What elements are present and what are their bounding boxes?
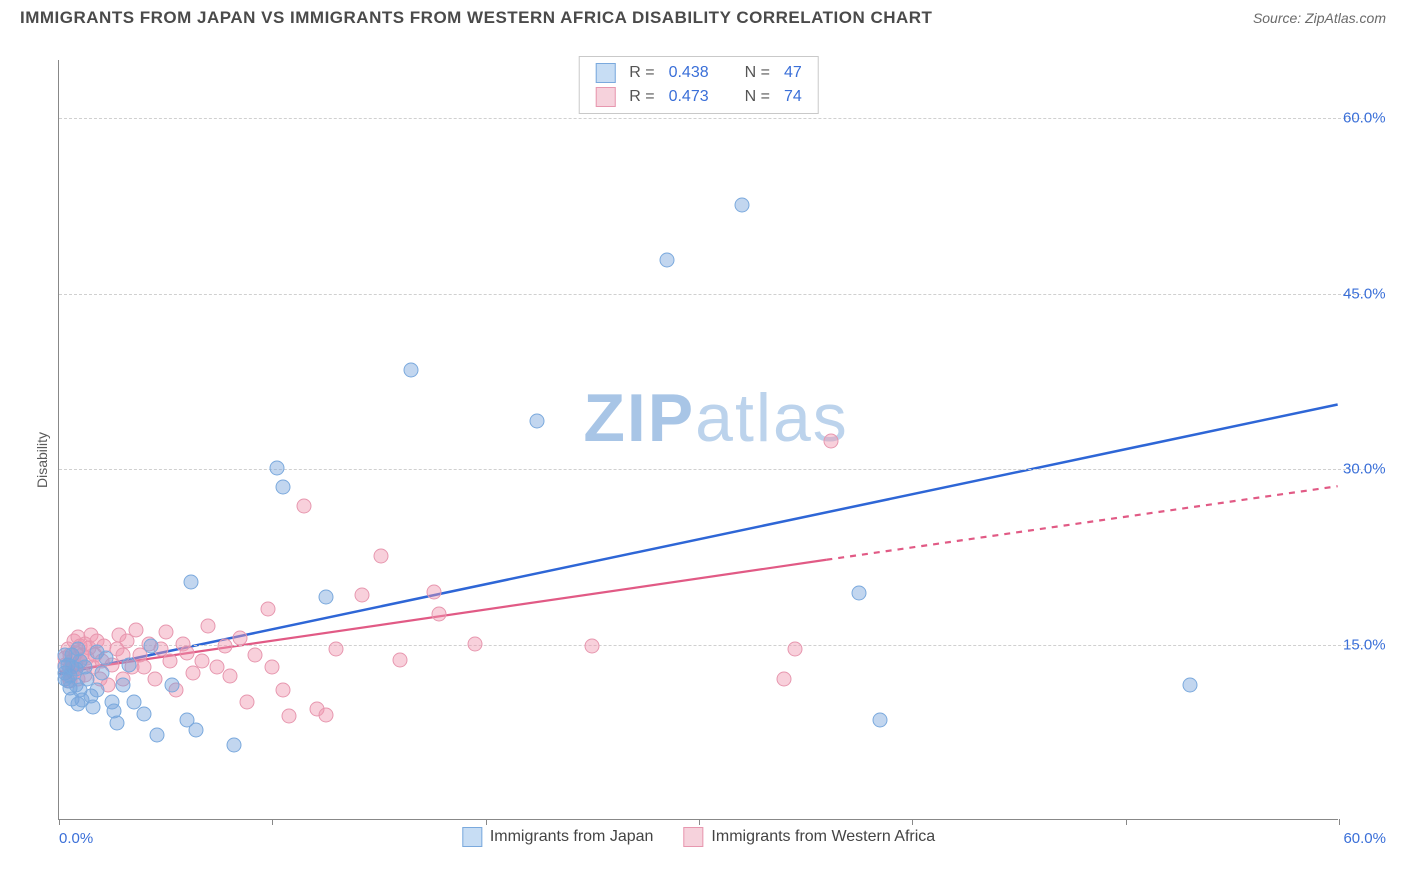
scatter-point <box>354 587 369 602</box>
scatter-point <box>852 586 867 601</box>
swatch-wafrica <box>595 87 615 107</box>
x-tick-max: 60.0% <box>1343 830 1386 847</box>
swatch-japan <box>595 63 615 83</box>
y-tick-label: 15.0% <box>1343 636 1398 653</box>
scatter-point <box>188 723 203 738</box>
scatter-point <box>276 683 291 698</box>
scatter-point <box>1182 677 1197 692</box>
scatter-point <box>122 657 137 672</box>
scatter-point <box>239 695 254 710</box>
y-tick-label: 45.0% <box>1343 285 1398 302</box>
scatter-point <box>427 585 442 600</box>
x-tick-min: 0.0% <box>59 830 93 847</box>
scatter-point <box>788 642 803 657</box>
scatter-point <box>137 706 152 721</box>
scatter-point <box>318 589 333 604</box>
gridline <box>59 469 1366 470</box>
scatter-point <box>468 636 483 651</box>
scatter-point <box>318 707 333 722</box>
scatter-point <box>777 671 792 686</box>
scatter-point <box>86 699 101 714</box>
scatter-point <box>404 363 419 378</box>
scatter-point <box>393 653 408 668</box>
scatter-point <box>148 671 163 686</box>
scatter-point <box>90 683 105 698</box>
swatch-japan-2 <box>462 827 482 847</box>
x-tick <box>699 819 700 825</box>
scatter-point <box>158 624 173 639</box>
chart-title: IMMIGRANTS FROM JAPAN VS IMMIGRANTS FROM… <box>20 8 932 28</box>
scatter-point <box>297 498 312 513</box>
scatter-point <box>226 738 241 753</box>
scatter-point <box>194 654 209 669</box>
scatter-point <box>265 660 280 675</box>
scatter-point <box>150 727 165 742</box>
scatter-point <box>165 677 180 692</box>
scatter-point <box>128 622 143 637</box>
scatter-point <box>261 601 276 616</box>
scatter-point <box>143 638 158 653</box>
scatter-point <box>184 574 199 589</box>
scatter-point <box>269 461 284 476</box>
scatter-point <box>116 677 131 692</box>
stats-legend: R = 0.438 N = 47 R = 0.473 N = 74 <box>578 56 819 114</box>
gridline <box>59 294 1366 295</box>
scatter-point <box>873 712 888 727</box>
x-tick <box>272 819 273 825</box>
scatter-point <box>201 619 216 634</box>
series-legend: Immigrants from Japan Immigrants from We… <box>462 827 935 847</box>
scatter-point <box>529 414 544 429</box>
source-credit: Source: ZipAtlas.com <box>1253 10 1386 26</box>
scatter-point <box>233 630 248 645</box>
scatter-point <box>585 638 600 653</box>
gridline <box>59 645 1366 646</box>
x-tick <box>59 819 60 825</box>
y-tick-label: 60.0% <box>1343 110 1398 127</box>
scatter-point <box>431 607 446 622</box>
scatter-point <box>824 434 839 449</box>
scatter-point <box>94 665 109 680</box>
scatter-point <box>222 669 237 684</box>
scatter-point <box>660 253 675 268</box>
watermark: ZIPatlas <box>583 379 848 457</box>
stats-row-japan: R = 0.438 N = 47 <box>579 61 818 85</box>
legend-item-wafrica: Immigrants from Western Africa <box>683 827 935 847</box>
swatch-wafrica-2 <box>683 827 703 847</box>
x-tick <box>1126 819 1127 825</box>
scatter-point <box>374 548 389 563</box>
scatter-point <box>282 709 297 724</box>
scatter-point <box>248 648 263 663</box>
scatter-point <box>109 716 124 731</box>
x-tick <box>1339 819 1340 825</box>
x-tick <box>486 819 487 825</box>
plot-area: ZIPatlas R = 0.438 N = 47 R = 0.473 N = … <box>58 60 1338 820</box>
scatter-point <box>329 642 344 657</box>
stats-row-wafrica: R = 0.473 N = 74 <box>579 85 818 109</box>
scatter-point <box>180 645 195 660</box>
y-tick-label: 30.0% <box>1343 461 1398 478</box>
scatter-point <box>276 479 291 494</box>
legend-item-japan: Immigrants from Japan <box>462 827 654 847</box>
chart-container: Disability ZIPatlas R = 0.438 N = 47 R =… <box>20 50 1386 870</box>
x-tick <box>912 819 913 825</box>
scatter-point <box>218 638 233 653</box>
gridline <box>59 118 1366 119</box>
scatter-point <box>734 198 749 213</box>
scatter-point <box>98 650 113 665</box>
scatter-point <box>162 654 177 669</box>
y-axis-label: Disability <box>34 432 50 488</box>
